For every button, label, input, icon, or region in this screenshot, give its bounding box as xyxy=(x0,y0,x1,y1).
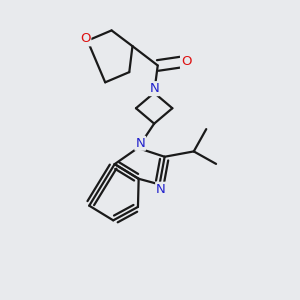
Text: N: N xyxy=(135,137,145,150)
Text: N: N xyxy=(149,82,159,95)
Text: O: O xyxy=(80,32,90,45)
Text: O: O xyxy=(181,56,191,68)
Text: N: N xyxy=(156,183,166,196)
